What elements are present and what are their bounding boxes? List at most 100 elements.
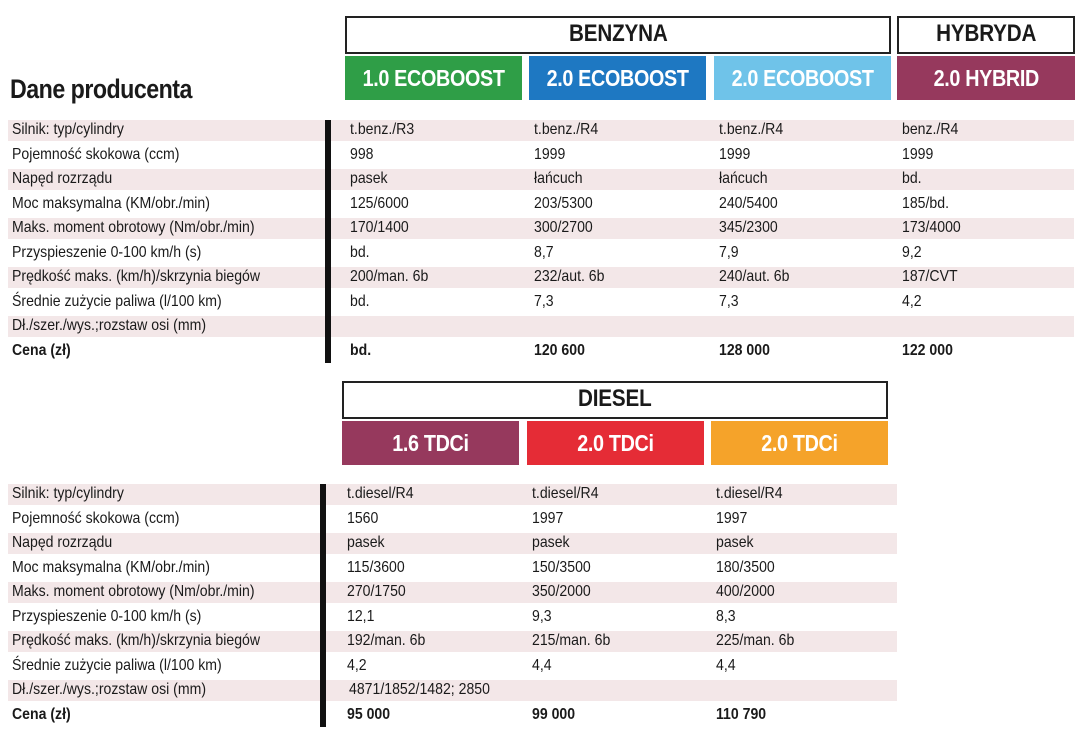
top-cell-value: 4,2 bbox=[902, 292, 922, 310]
bottom-cell-value: 270/1750 bbox=[347, 583, 406, 600]
top-group-label: BENZYNA bbox=[568, 20, 668, 47]
top-row-label: Moc maksymalna (KM/obr./min) bbox=[12, 194, 210, 212]
bottom-cell-value: 110 790 bbox=[716, 705, 767, 723]
top-cell-value: bd. bbox=[350, 341, 372, 359]
bottom-row-label: Dł./szer./wys.;rozstaw osi (mm) bbox=[12, 681, 207, 698]
top-cell-value: 120 600 bbox=[534, 341, 585, 359]
bottom-engine-label: 2.0 TDCi bbox=[577, 430, 654, 456]
top-cell-value: bd. bbox=[350, 243, 370, 261]
bottom-row-band bbox=[8, 631, 897, 652]
top-row-band bbox=[8, 169, 1074, 190]
bottom-cell-value: 1560 bbox=[347, 509, 379, 527]
bottom-cell-value: pasek bbox=[532, 534, 570, 551]
bottom-cell-value: 4,4 bbox=[532, 656, 552, 674]
top-cell-value: 7,9 bbox=[719, 243, 739, 261]
top-engine-header: 2.0 ECOBOOST bbox=[714, 56, 891, 100]
bottom-cell-value: 1997 bbox=[716, 509, 748, 527]
top-cell-value: pasek bbox=[350, 170, 388, 187]
top-cell-value: 7,3 bbox=[719, 292, 739, 310]
top-row-label: Cena (zł) bbox=[12, 341, 71, 359]
bottom-row-label: Cena (zł) bbox=[12, 705, 71, 723]
top-cell-value: 200/man. 6b bbox=[350, 268, 429, 285]
bottom-cell-value: 400/2000 bbox=[716, 583, 775, 600]
top-cell-value: 1999 bbox=[719, 145, 751, 163]
top-group-header: HYBRYDA bbox=[897, 16, 1075, 54]
bottom-cell-value: pasek bbox=[716, 534, 754, 551]
top-cell-value: t.benz./R4 bbox=[719, 121, 784, 138]
bottom-dimensions-value: 4871/1852/1482; 2850 bbox=[349, 681, 490, 698]
top-row-label: Silnik: typ/cylindry bbox=[12, 121, 124, 138]
top-row-band bbox=[8, 267, 1074, 288]
top-cell-value: 203/5300 bbox=[534, 194, 593, 212]
top-cell-value: t.benz./R4 bbox=[534, 121, 599, 138]
top-cell-value: 7,3 bbox=[534, 292, 554, 310]
bottom-cell-value: 8,3 bbox=[716, 607, 736, 625]
bottom-engine-header: 2.0 TDCi bbox=[527, 421, 704, 465]
top-engine-label: 1.0 ECOBOOST bbox=[362, 65, 505, 91]
bottom-row-label: Napęd rozrządu bbox=[12, 534, 113, 551]
bottom-cell-value: 99 000 bbox=[532, 705, 576, 723]
bottom-row-band bbox=[8, 680, 897, 701]
bottom-cell-value: 95 000 bbox=[347, 705, 391, 723]
bottom-row-label: Maks. moment obrotowy (Nm/obr./min) bbox=[12, 583, 255, 600]
top-cell-value: 1999 bbox=[902, 145, 934, 163]
top-row-label: Napęd rozrządu bbox=[12, 170, 113, 187]
top-group-label: HYBRYDA bbox=[935, 20, 1037, 47]
page-title: Dane producenta bbox=[10, 74, 192, 104]
top-row-label: Prędkość maks. (km/h)/skrzynia biegów bbox=[12, 268, 261, 285]
bottom-cell-value: 350/2000 bbox=[532, 583, 591, 600]
bottom-divider-bar bbox=[320, 484, 326, 727]
top-cell-value: 125/6000 bbox=[350, 194, 409, 212]
top-row-band bbox=[8, 218, 1074, 239]
bottom-group-header: DIESEL bbox=[342, 381, 888, 419]
top-cell-value: t.benz./R3 bbox=[350, 121, 415, 138]
bottom-engine-label: 1.6 TDCi bbox=[392, 430, 469, 456]
top-engine-header: 2.0 HYBRID bbox=[897, 56, 1075, 100]
bottom-cell-value: 192/man. 6b bbox=[347, 632, 426, 649]
top-divider-bar bbox=[325, 120, 331, 363]
bottom-engine-label: 2.0 TDCi bbox=[761, 430, 838, 456]
top-cell-value: 240/aut. 6b bbox=[719, 268, 790, 285]
top-cell-value: 345/2300 bbox=[719, 219, 778, 236]
bottom-row-band bbox=[8, 533, 897, 554]
top-engine-label: 2.0 ECOBOOST bbox=[731, 65, 874, 91]
top-cell-value: 9,2 bbox=[902, 243, 922, 261]
bottom-engine-header: 2.0 TDCi bbox=[711, 421, 888, 465]
top-cell-value: łańcuch bbox=[534, 170, 583, 187]
bottom-row-label: Moc maksymalna (KM/obr./min) bbox=[12, 558, 210, 576]
bottom-cell-value: 4,4 bbox=[716, 656, 736, 674]
top-row-label: Dł./szer./wys.;rozstaw osi (mm) bbox=[12, 317, 207, 334]
top-cell-value: 232/aut. 6b bbox=[534, 268, 605, 285]
top-cell-value: 240/5400 bbox=[719, 194, 778, 212]
bottom-cell-value: 4,2 bbox=[347, 656, 367, 674]
top-cell-value: benz./R4 bbox=[902, 121, 959, 138]
top-engine-header: 1.0 ECOBOOST bbox=[345, 56, 522, 100]
top-cell-value: 185/bd. bbox=[902, 194, 949, 212]
top-row-band bbox=[8, 120, 1074, 141]
bottom-row-label: Silnik: typ/cylindry bbox=[12, 485, 124, 502]
bottom-cell-value: 115/3600 bbox=[347, 558, 405, 576]
bottom-cell-value: 9,3 bbox=[532, 607, 552, 625]
top-cell-value: 122 000 bbox=[902, 341, 953, 359]
top-cell-value: bd. bbox=[350, 292, 370, 310]
top-cell-value: 998 bbox=[350, 145, 374, 163]
top-cell-value: 170/1400 bbox=[350, 219, 409, 236]
top-engine-label: 2.0 HYBRID bbox=[933, 65, 1039, 91]
top-row-label: Maks. moment obrotowy (Nm/obr./min) bbox=[12, 219, 255, 236]
bottom-cell-value: t.diesel/R4 bbox=[347, 485, 414, 502]
top-cell-value: łańcuch bbox=[719, 170, 768, 187]
top-cell-value: 1999 bbox=[534, 145, 566, 163]
top-cell-value: 187/CVT bbox=[902, 268, 958, 285]
bottom-cell-value: 215/man. 6b bbox=[532, 632, 611, 649]
top-cell-value: 173/4000 bbox=[902, 219, 961, 236]
bottom-cell-value: 180/3500 bbox=[716, 558, 775, 576]
top-cell-value: bd. bbox=[902, 170, 922, 187]
top-row-label: Pojemność skokowa (ccm) bbox=[12, 145, 180, 163]
bottom-row-band bbox=[8, 484, 897, 505]
top-cell-value: 128 000 bbox=[719, 341, 770, 359]
bottom-cell-value: 225/man. 6b bbox=[716, 632, 795, 649]
bottom-row-label: Pojemność skokowa (ccm) bbox=[12, 509, 180, 527]
bottom-cell-value: t.diesel/R4 bbox=[532, 485, 599, 502]
bottom-cell-value: 150/3500 bbox=[532, 558, 591, 576]
top-group-header: BENZYNA bbox=[345, 16, 891, 54]
